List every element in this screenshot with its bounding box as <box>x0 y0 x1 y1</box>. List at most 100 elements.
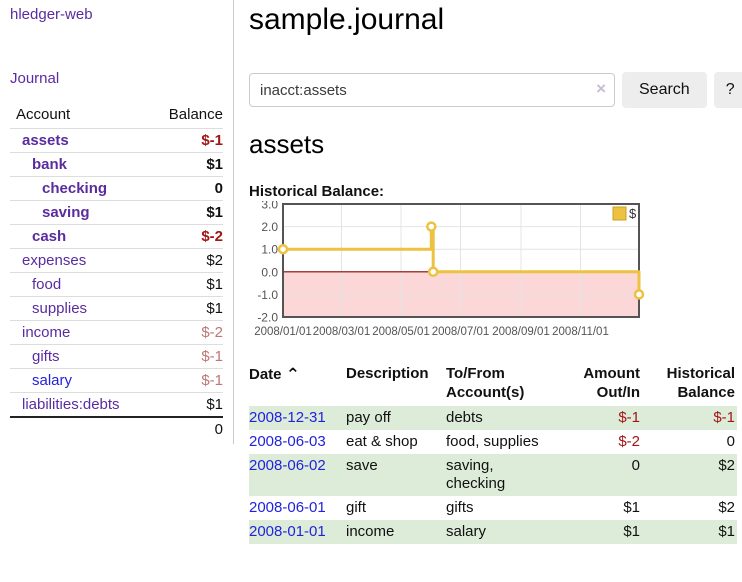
register-body: 2008-12-31 pay off debts $-1 $-1 2008-06-03 ea… <box>249 406 737 544</box>
help-button[interactable]: ? <box>713 72 742 108</box>
account-balance: $-1 <box>147 344 223 369</box>
legend-label: $ <box>629 206 637 221</box>
y-axis-tick-label: 0.0 <box>261 265 278 279</box>
account-balance: $-1 <box>147 368 223 393</box>
transaction-date-link[interactable]: 2008-01-01 <box>249 523 326 540</box>
transaction-amount: 0 <box>631 457 640 474</box>
x-axis-tick-label: 2008/11/01 <box>552 326 609 338</box>
account-link[interactable]: salary <box>32 372 73 389</box>
transaction-accounts: saving, checking <box>446 457 506 492</box>
transaction-amount: $-1 <box>618 409 640 426</box>
transaction-accounts: gifts <box>446 499 474 516</box>
account-link[interactable]: food <box>32 276 62 293</box>
account-link[interactable]: supplies <box>32 300 88 317</box>
account-link[interactable]: income <box>22 324 71 341</box>
register-header-date[interactable]: Date ⌃ <box>249 365 300 384</box>
account-row: liabilities:debts $1 <box>10 392 223 417</box>
sidebar-accounts-body: assets $-1 bank $1 checking 0 saving $1 cash $-2 e… <box>10 128 223 417</box>
main-content: sample.journal × Search ? assets Histori… <box>234 0 742 544</box>
account-balance: 0 <box>147 176 223 201</box>
brand: hledger-web <box>10 6 223 23</box>
x-axis-tick-label: 2008/03/01 <box>313 326 371 338</box>
account-row: checking 0 <box>10 176 223 201</box>
app-layout: hledger-web Journal Account Balance asse… <box>0 0 742 544</box>
x-axis-tick-label: 2008/09/01 <box>492 326 550 338</box>
chart-data-point <box>633 289 645 300</box>
accounts-table: Account Balance assets $-1 bank $1 checking 0… <box>10 102 223 441</box>
account-link[interactable]: gifts <box>32 348 60 365</box>
accounts-total-value: 0 <box>147 416 223 441</box>
transaction-description: save <box>346 457 378 474</box>
transaction-balance: $2 <box>718 499 735 516</box>
account-balance: $1 <box>147 296 223 321</box>
transaction-amount: $-2 <box>618 433 640 450</box>
account-balance: $1 <box>147 392 223 417</box>
accounts-header-balance: Balance <box>168 106 223 123</box>
account-link[interactable]: liabilities:debts <box>22 396 120 413</box>
account-row: assets $-1 <box>10 128 223 153</box>
transaction-description: eat & shop <box>346 433 418 450</box>
accounts-total-row: 0 <box>10 416 223 441</box>
account-balance: $1 <box>147 200 223 225</box>
register-header-accounts: To/From Account(s) <box>446 365 525 401</box>
transaction-accounts: debts <box>446 409 483 426</box>
transaction-row: 2008-12-31 pay off debts $-1 $-1 <box>249 406 737 430</box>
account-row: expenses $2 <box>10 248 223 273</box>
search-button[interactable]: Search <box>622 72 707 108</box>
chart-data-point <box>427 266 439 278</box>
account-balance: $2 <box>147 248 223 273</box>
transaction-date-link[interactable]: 2008-12-31 <box>249 409 326 426</box>
transaction-amount: $1 <box>623 499 640 516</box>
account-link[interactable]: assets <box>22 132 69 149</box>
account-row: cash $-2 <box>10 224 223 249</box>
transaction-row: 2008-06-02 save saving, checking 0 $2 <box>249 454 737 496</box>
sidebar: hledger-web Journal Account Balance asse… <box>0 0 234 444</box>
transaction-description: income <box>346 523 395 540</box>
journal-link[interactable]: Journal <box>10 70 60 87</box>
search-row: × Search ? <box>249 72 742 108</box>
account-link[interactable]: saving <box>42 204 90 221</box>
transaction-row: 2008-01-01 income salary $1 $1 <box>249 520 737 544</box>
historical-balance-chart: $3.0 2.0 1.0 0.0 -1.0 -2.0 2008/01/01 2008/03/0… <box>249 198 649 345</box>
transaction-date-link[interactable]: 2008-06-02 <box>249 457 326 474</box>
account-link[interactable]: checking <box>42 180 108 197</box>
account-link[interactable]: cash <box>32 228 67 245</box>
transaction-row: 2008-06-03 eat & shop food, supplies $-2 0 <box>249 430 737 454</box>
transaction-row: 2008-06-01 gift gifts $1 $2 <box>249 496 737 520</box>
account-balance: $1 <box>147 152 223 177</box>
transaction-date-link[interactable]: 2008-06-03 <box>249 433 326 450</box>
account-link[interactable]: bank <box>32 156 68 173</box>
register-header-balance: Historical Balance <box>666 365 735 401</box>
chart-data-point <box>426 221 437 232</box>
legend-swatch <box>612 206 627 221</box>
account-row: supplies $1 <box>10 296 223 321</box>
transaction-balance: $-1 <box>713 409 735 426</box>
register-header-description: Description <box>346 365 429 382</box>
account-row: gifts $-1 <box>10 344 223 369</box>
account-row: salary $-1 <box>10 368 223 393</box>
account-heading: assets <box>249 129 325 159</box>
search-box: × <box>249 73 615 107</box>
transaction-description: gift <box>346 499 367 516</box>
transaction-accounts: salary <box>446 523 487 540</box>
account-row: bank $1 <box>10 152 223 177</box>
account-row: income $-2 <box>10 320 223 345</box>
x-axis-tick-label: 2008/07/01 <box>432 326 490 338</box>
search-input[interactable] <box>249 73 615 107</box>
register-header-amount: Amount Out/In <box>583 365 640 401</box>
accounts-header-account: Account <box>16 106 71 123</box>
account-balance: $1 <box>147 272 223 297</box>
transaction-date-link[interactable]: 2008-06-01 <box>249 499 326 516</box>
transaction-accounts: food, supplies <box>446 433 539 450</box>
clear-icon[interactable]: × <box>596 79 606 98</box>
transaction-balance: $1 <box>718 523 735 540</box>
transaction-balance: $2 <box>718 457 735 474</box>
x-axis-tick-label: 2008/05/01 <box>372 326 430 338</box>
y-axis-tick-label: 1.0 <box>261 243 278 257</box>
account-row: saving $1 <box>10 200 223 225</box>
brand-link[interactable]: hledger-web <box>10 6 93 23</box>
account-row: food $1 <box>10 272 223 297</box>
account-link[interactable]: expenses <box>22 252 87 269</box>
y-axis-tick-label: 3.0 <box>261 201 278 212</box>
